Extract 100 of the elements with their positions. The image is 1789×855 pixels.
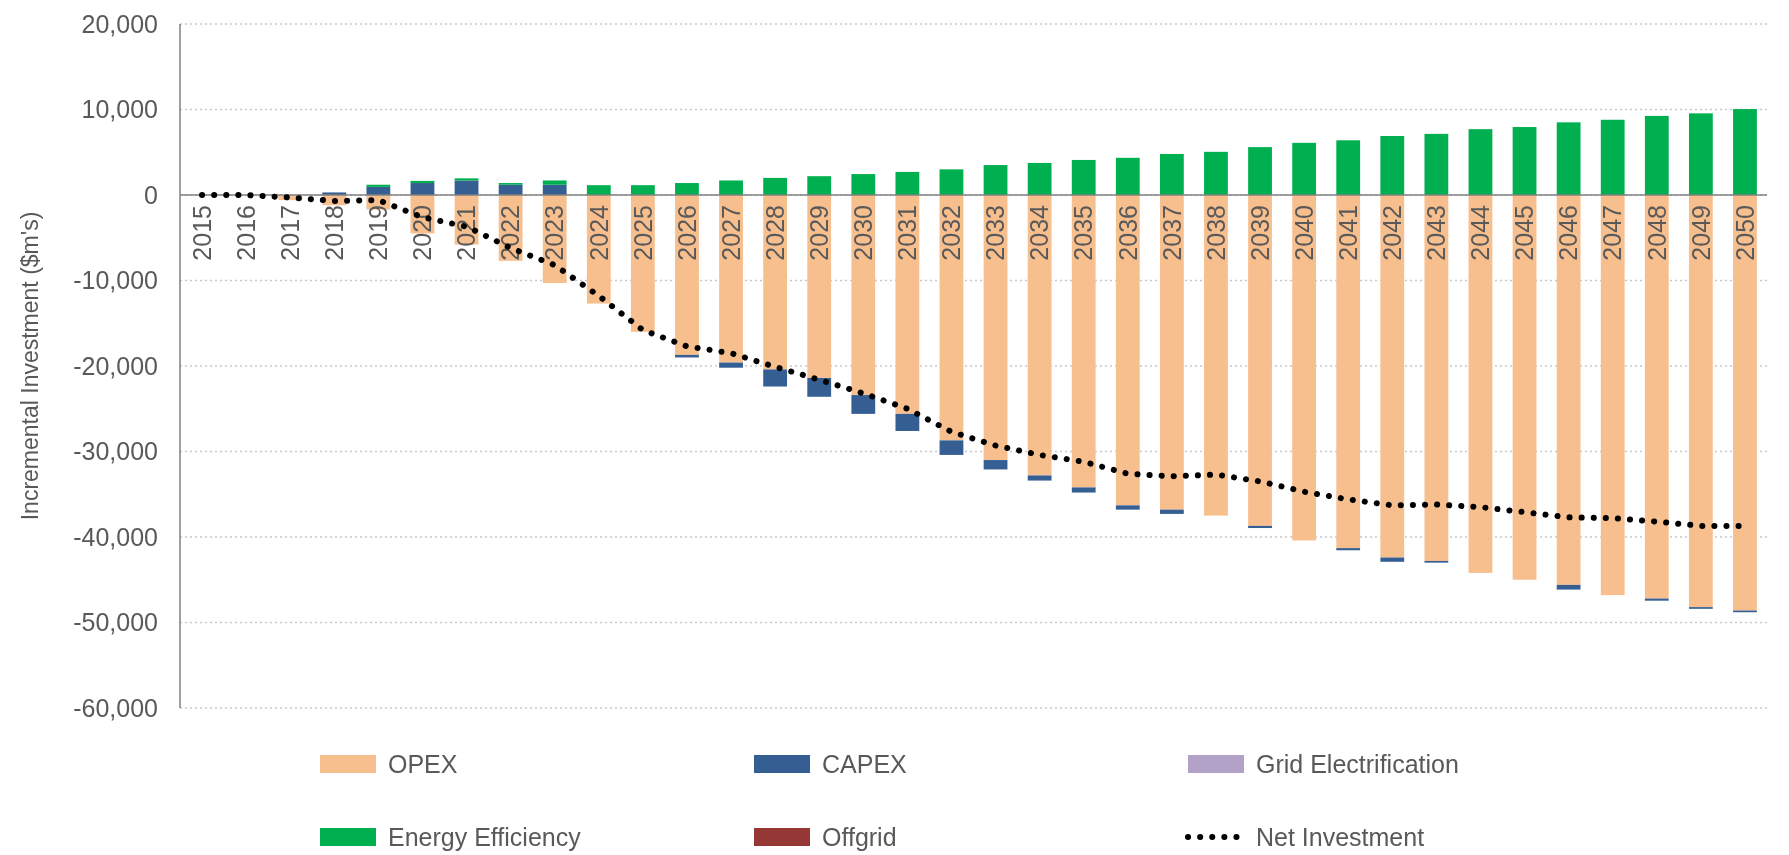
x-tick-label: 2024 [584,204,613,261]
x-tick-label: 2030 [849,205,878,261]
x-tick-label: 2028 [760,205,789,261]
bar [763,369,788,387]
bar [1071,159,1096,195]
x-tick-label: 2040 [1289,205,1318,261]
legend-label: Net Investment [1256,822,1425,851]
bar [939,440,964,455]
bar [1468,129,1493,195]
x-tick-label: 2020 [408,205,437,261]
bar [719,362,743,368]
bar [939,169,964,195]
legend-label: CAPEX [822,749,908,778]
y-tick-label: 20,000 [81,9,158,38]
y-tick-label: -60,000 [73,693,158,722]
legend-label: Energy Efficiency [388,822,582,851]
bar [1380,195,1405,558]
x-tick-label: 2048 [1642,205,1671,261]
bar [1556,195,1581,585]
y-tick-label: -20,000 [73,351,158,380]
bar [630,185,655,195]
bar [1115,505,1140,510]
x-tick-label: 2021 [452,205,481,261]
x-tick-label: 2015 [187,205,216,261]
bar [1424,133,1449,195]
bar [1512,127,1537,195]
bar [1644,115,1669,195]
x-tick-label: 2047 [1598,205,1627,261]
bar [1468,195,1493,573]
bar [366,184,391,187]
y-tick-label: 0 [144,180,158,209]
bar [1512,195,1537,580]
x-tick-label: 2038 [1201,205,1230,261]
bar [1159,153,1184,195]
x-tick-label: 2044 [1466,204,1495,261]
x-tick-label: 2032 [937,205,966,261]
x-tick-label: 2018 [320,205,349,261]
bar [1336,548,1361,551]
y-tick-label: -30,000 [73,437,158,466]
bar [1688,195,1713,608]
x-tick-label: 2025 [628,205,657,261]
x-tick-label: 2050 [1730,205,1759,261]
x-tick-label: 2043 [1422,205,1451,261]
x-tick-label: 2042 [1378,205,1407,261]
bar [1204,151,1228,195]
bar [454,178,479,181]
legend-label: OPEX [388,749,458,778]
bar [454,180,479,195]
bar [1644,195,1669,599]
bar [895,413,920,431]
bar [851,174,876,195]
x-tick-label: 2033 [981,205,1010,261]
bar [1248,195,1272,526]
bar [1027,195,1052,476]
x-tick-label: 2046 [1554,205,1583,261]
x-tick-label: 2019 [364,205,393,261]
bar [1733,195,1757,611]
bar [1292,195,1317,541]
bar [1336,140,1361,195]
bar [719,180,743,195]
bar [1071,195,1096,488]
y-axis-title: Incremental Investment ($m's) [17,211,44,521]
bar [851,395,876,414]
bar [895,195,920,414]
x-tick-label: 2027 [716,205,745,261]
x-tick-label: 2039 [1245,205,1274,261]
x-tick-label: 2035 [1069,205,1098,261]
x-tick-label: 2034 [1025,204,1054,261]
bar [983,165,1008,195]
x-tick-label: 2023 [540,205,569,261]
bar [1027,475,1052,481]
bar [542,180,567,185]
bar [410,180,435,184]
x-tick-label: 2029 [804,205,833,261]
bar [895,171,920,195]
x-tick-label: 2045 [1510,205,1539,261]
x-tick-label: 2036 [1113,205,1142,261]
bar [1336,195,1361,549]
bar [983,460,1008,470]
y-tick-label: -40,000 [73,522,158,551]
bar [1380,136,1405,195]
y-tick-label: -10,000 [73,266,158,295]
x-tick-label: 2041 [1333,205,1362,261]
bar [1115,157,1140,195]
legend-label: Offgrid [822,822,897,851]
y-tick-label: 10,000 [81,95,158,124]
bar [1380,557,1405,562]
x-tick-label: 2037 [1157,205,1186,261]
x-tick-label: 2022 [496,205,525,261]
x-tick-label: 2017 [275,205,304,261]
bar [1248,525,1272,529]
bar [1071,487,1096,493]
x-tick-label: 2026 [672,205,701,261]
bar [1027,162,1052,195]
bar [1204,195,1228,516]
x-tick-label: 2031 [893,205,922,261]
bar [1159,509,1184,514]
bar [1600,119,1625,195]
y-tick-label: -50,000 [73,608,158,637]
bar [1688,113,1713,195]
